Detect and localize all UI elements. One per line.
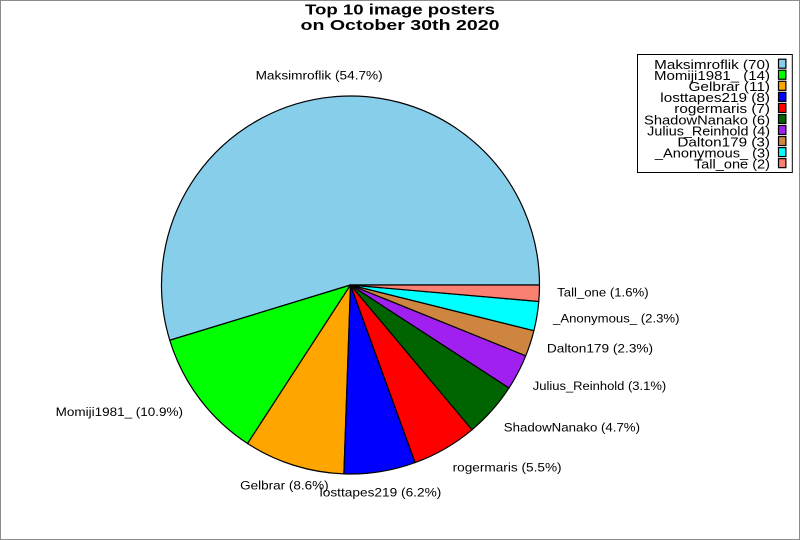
svg-text:Tall_one (1.6%): Tall_one (1.6%) — [557, 286, 648, 300]
svg-text:_Anonymous_ (2.3%): _Anonymous_ (2.3%) — [552, 311, 680, 325]
svg-text:on October 30th 2020: on October 30th 2020 — [301, 17, 500, 34]
svg-text:losttapes219 (6.2%): losttapes219 (6.2%) — [320, 486, 442, 500]
svg-text:Momiji1981_ (10.9%): Momiji1981_ (10.9%) — [56, 405, 183, 419]
svg-text:Maksimroflik (70): Maksimroflik (70) — [654, 57, 770, 72]
svg-text:ShadowNanako (6): ShadowNanako (6) — [644, 112, 770, 127]
svg-text:Julius_Reinhold (3.1%): Julius_Reinhold (3.1%) — [533, 379, 666, 393]
svg-text:Dalton179 (2.3%): Dalton179 (2.3%) — [547, 341, 653, 355]
svg-text:Julius_Reinhold (4): Julius_Reinhold (4) — [647, 123, 770, 138]
svg-text:Momiji1981_ (14): Momiji1981_ (14) — [654, 68, 770, 83]
svg-text:rogermaris (7): rogermaris (7) — [674, 101, 770, 116]
svg-text:Gelbrar (11): Gelbrar (11) — [689, 79, 771, 94]
svg-text:losttapes219 (8): losttapes219 (8) — [660, 90, 770, 105]
svg-text:Gelbrar (8.6%): Gelbrar (8.6%) — [240, 479, 329, 493]
svg-text:Maksimroflik (54.7%): Maksimroflik (54.7%) — [256, 68, 383, 82]
svg-text:rogermaris (5.5%): rogermaris (5.5%) — [453, 460, 562, 474]
svg-text:_Anonymous_ (3): _Anonymous_ (3) — [654, 145, 770, 160]
svg-text:ShadowNanako (4.7%): ShadowNanako (4.7%) — [504, 421, 640, 435]
svg-text:Top 10 image posters: Top 10 image posters — [305, 2, 495, 19]
svg-text:Dalton179 (3): Dalton179 (3) — [677, 134, 770, 149]
svg-text:Tall_one (2): Tall_one (2) — [694, 156, 770, 171]
